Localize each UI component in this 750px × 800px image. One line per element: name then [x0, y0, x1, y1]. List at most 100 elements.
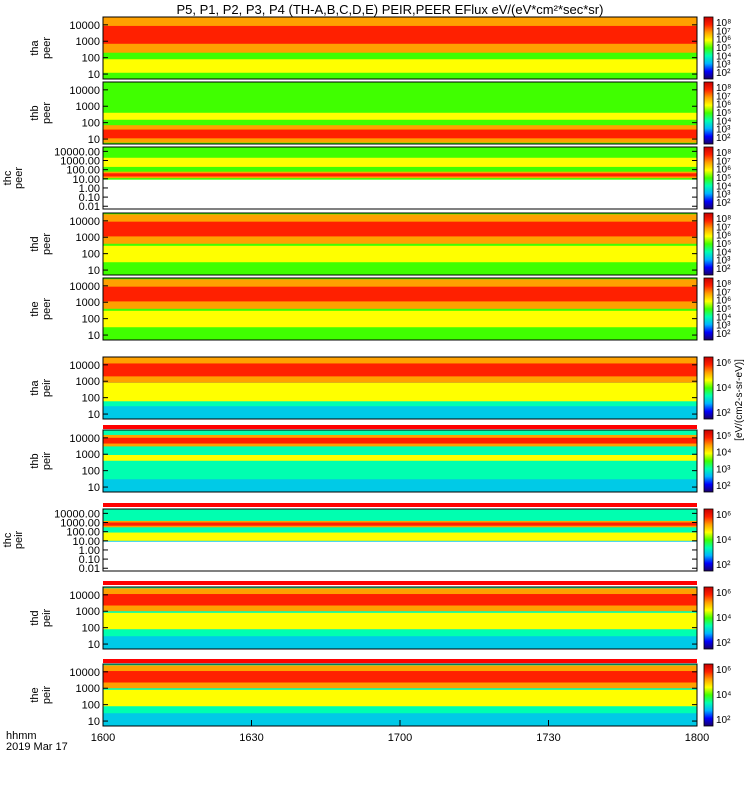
y-tick-label: 100	[82, 53, 100, 65]
y-tick-label: 100	[82, 466, 100, 478]
y-tick-label: 10.00	[72, 536, 100, 548]
panel-4: 10000 1000 100 10 the peer 10⁸10⁷10⁶10⁵10⁴10³1…	[29, 277, 731, 342]
y-tick-label: 1000	[76, 232, 100, 244]
colorbar-tick-label: 10²	[716, 408, 731, 419]
colorbar-tick-label: 10⁴	[716, 535, 731, 546]
fill-value-bar	[103, 503, 697, 507]
colorbar-tick-label: 10⁵	[716, 304, 731, 315]
figure-title: P5, P1, P2, P3, P4 (TH-A,B,C,D,E) PEIR,P…	[176, 2, 604, 17]
colorbar-tick-label: 10⁴	[716, 312, 731, 323]
colorbar-tick-label: 10⁶	[716, 588, 731, 599]
flux-band-core	[103, 173, 697, 177]
flux-band-core	[103, 286, 697, 302]
x-tick-label: 1630	[239, 732, 263, 744]
panel-probe-label: thb	[29, 453, 41, 468]
y-tick-label: 100	[82, 118, 100, 130]
panel-probe-label: tha	[29, 379, 41, 395]
colorbar-tick-label: 10⁸	[716, 214, 731, 225]
colorbar-tick-label: 10²	[716, 329, 731, 340]
panel-1: 10000 1000 100 10 thb peer 10⁸10⁷10⁶10⁵10⁴10³1…	[29, 81, 731, 146]
panel-quantity-label: peer	[41, 37, 53, 59]
colorbar-tick-label: 10⁵	[716, 43, 731, 54]
y-tick-label: 1000	[76, 449, 100, 461]
y-tick-label: 10000	[69, 667, 100, 679]
y-tick-label: 1000	[76, 376, 100, 388]
colorbar-tick-label: 10³	[716, 125, 731, 136]
x-tick-label: 1700	[388, 732, 412, 744]
y-tick-label: 10	[88, 265, 100, 277]
panel-frame	[102, 356, 698, 420]
flux-band-core	[103, 594, 697, 606]
panel-quantity-label: peir	[13, 530, 25, 549]
x-tick-label: 1730	[536, 732, 560, 744]
fill-value-bar	[103, 425, 697, 429]
colorbar-tick-label: 10⁴	[716, 383, 731, 394]
colorbar-tick-label: 10⁷	[716, 156, 731, 167]
panel-quantity-label: peir	[41, 451, 53, 470]
y-tick-label: 10.00	[72, 174, 100, 186]
flux-band-lower	[103, 59, 697, 73]
colorbar-tick-label: 10²	[716, 715, 731, 726]
flux-band-lower	[103, 612, 697, 630]
y-tick-label: 100	[82, 393, 100, 405]
colorbar-tick-label: 10⁵	[716, 239, 731, 250]
y-tick-label: 10000	[69, 216, 100, 228]
flux-band-lower	[103, 382, 697, 402]
flux-band-core	[103, 221, 697, 237]
panel-frame	[102, 429, 698, 493]
colorbar	[703, 277, 714, 341]
colorbar	[703, 212, 714, 276]
panel-frame	[102, 277, 698, 341]
panel-6: 10000 1000 100 10 thb peir 10⁵ 10⁴ 10³ 10²	[29, 429, 731, 494]
y-tick-label: 0.01	[79, 201, 100, 213]
colorbar-tick-label: 10⁶	[716, 665, 731, 676]
colorbar-tick-label: 10²	[716, 133, 731, 144]
colorbar-tick-label: 10⁶	[716, 510, 731, 521]
y-tick-label: 10000.00	[54, 146, 100, 158]
colorbar	[703, 356, 714, 420]
y-tick-label: 1.00	[79, 183, 100, 195]
y-tick-label: 100	[82, 700, 100, 712]
colorbar-tick-label: 10⁴	[716, 690, 731, 701]
flux-band-core	[103, 437, 697, 444]
colorbar-tick-label: 10²	[716, 68, 731, 79]
panel-5: 10000 1000 100 10 tha peir 10⁶ 10⁴ 10²	[29, 356, 731, 421]
panel-probe-label: the	[29, 301, 41, 316]
flux-band-core	[103, 129, 697, 139]
y-tick-label: 10000	[69, 590, 100, 602]
no-data-region	[103, 541, 697, 571]
y-tick-label: 100.00	[66, 165, 100, 177]
panel-quantity-label: peer	[41, 102, 53, 124]
colorbar-unit-label: [eV/(cm2-s-sr-eV)]	[734, 359, 745, 441]
noise-band	[103, 636, 697, 649]
colorbar	[703, 508, 714, 572]
y-tick-label: 1000	[76, 606, 100, 618]
y-tick-label: 100.00	[66, 527, 100, 539]
y-tick-label: 10	[88, 639, 100, 651]
panel-quantity-label: peer	[13, 167, 25, 189]
flux-band-lower	[103, 532, 697, 541]
panel-9: 10000 1000 100 10 the peir 10⁶ 10⁴ 10²	[29, 663, 731, 728]
y-tick-label: 100	[82, 249, 100, 261]
colorbar	[703, 81, 714, 145]
y-tick-label: 10000.00	[54, 508, 100, 520]
colorbar-tick-label: 10⁷	[716, 91, 731, 102]
y-tick-label: 10000	[69, 85, 100, 97]
colorbar-tick-label: 10²	[716, 560, 731, 571]
panel-3: 10000 1000 100 10 thd peer 10⁸10⁷10⁶10⁵10⁴10³1…	[29, 212, 731, 277]
panel-quantity-label: peir	[41, 608, 53, 627]
colorbar-tick-label: 10³	[716, 321, 731, 332]
y-tick-label: 10000	[69, 360, 100, 372]
panel-frame	[102, 81, 698, 145]
flux-band-core	[103, 671, 697, 683]
y-tick-label: 100	[82, 314, 100, 326]
flux-band-lower	[103, 157, 697, 167]
panel-frame	[102, 146, 698, 210]
colorbar-tick-label: 10³	[716, 60, 731, 71]
colorbar-tick-label: 10⁵	[716, 431, 731, 442]
y-tick-label: 1000.00	[60, 518, 100, 530]
panel-probe-label: thc	[2, 532, 14, 547]
y-tick-label: 10000	[69, 20, 100, 32]
